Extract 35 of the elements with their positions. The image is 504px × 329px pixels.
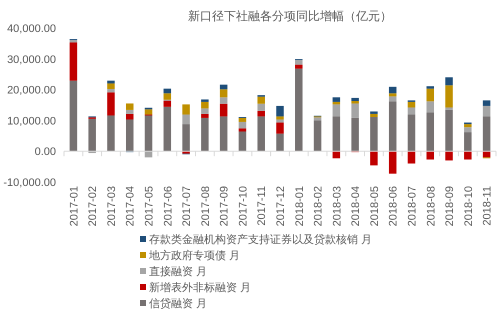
x-tick-label: 2018-04	[350, 186, 362, 226]
x-tick-label: 2017-07	[181, 186, 194, 226]
x-tick-label: 2017-04	[124, 186, 137, 226]
x-tick-label: 2017-03	[106, 186, 118, 226]
x-tick-label: 2018-07	[406, 186, 418, 226]
x-tick-label: 2017-11	[256, 186, 268, 226]
x-tick-label: 2017-06	[162, 186, 174, 226]
x-tick-label: 2017-02	[87, 186, 100, 226]
x-tick-label: 2018-11	[482, 186, 494, 226]
legend-label: 直接融资 月	[149, 265, 208, 278]
chart-title: 新口径下社融各分项同比增幅（亿元）	[188, 9, 392, 23]
legend-label: 新增表外非标融资 月	[149, 281, 252, 294]
x-tick-label: 2018-08	[425, 186, 438, 226]
legend-label: 存款类金融机构资产支持证券以及贷款核销 月	[149, 233, 372, 246]
x-tick-label: 2018-01	[294, 186, 306, 226]
x-tick-label: 2017-09	[218, 186, 231, 226]
x-tick-label: 2018-03	[331, 186, 344, 226]
y-tick-label: 40,000.00	[7, 23, 56, 35]
x-tick-label: 2017-01	[68, 186, 80, 226]
x-tick-label: 2018-10	[462, 186, 475, 226]
y-tick-label: -10,000.00	[3, 177, 56, 189]
x-tick-label: 2017-08	[200, 186, 212, 226]
x-tick-label: 2018-06	[388, 186, 400, 226]
y-tick-label: 30,000.00	[7, 54, 56, 66]
x-tick-label: 2017-10	[237, 186, 250, 226]
legend-label: 信贷融资 月	[149, 297, 208, 310]
x-tick-label: 2018-09	[444, 186, 456, 226]
x-tick-label: 2017-12	[275, 186, 287, 226]
y-tick-label: 10,000.00	[7, 115, 56, 128]
x-tick-label: 2018-02	[312, 186, 325, 226]
y-tick-label: 20,000.00	[7, 84, 56, 97]
x-tick-label: 2017-05	[144, 186, 156, 226]
y-tick-label: 0.00	[34, 146, 56, 158]
legend-label: 地方政府专项债 月	[148, 249, 240, 262]
x-tick-label: 2018-05	[368, 186, 381, 226]
